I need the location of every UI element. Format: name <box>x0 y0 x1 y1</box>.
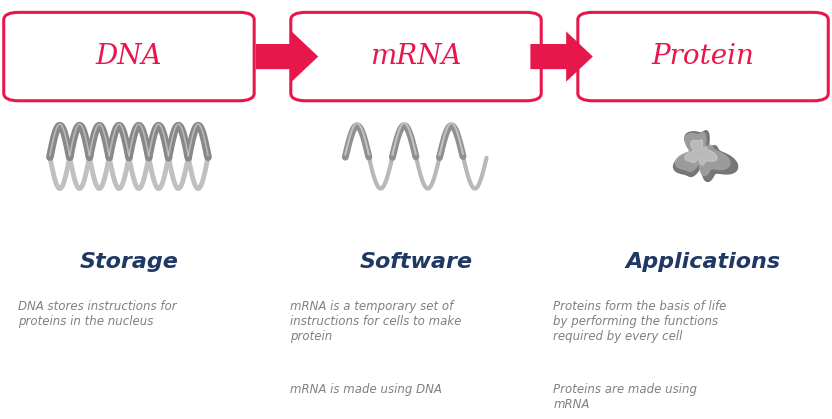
Text: Storage: Storage <box>80 252 178 272</box>
Polygon shape <box>676 133 730 176</box>
Polygon shape <box>685 140 717 165</box>
Text: mRNA is made using DNA: mRNA is made using DNA <box>290 383 442 396</box>
Text: Proteins form the basis of life
by performing the functions
required by every ce: Proteins form the basis of life by perfo… <box>553 300 726 343</box>
Text: Software: Software <box>359 252 473 272</box>
Text: Protein: Protein <box>651 43 755 70</box>
Polygon shape <box>256 31 318 82</box>
Text: mRNA: mRNA <box>370 43 462 70</box>
Text: Applications: Applications <box>626 252 780 272</box>
FancyBboxPatch shape <box>291 13 542 101</box>
Polygon shape <box>674 131 738 181</box>
Text: Proteins are made using
mRNA: Proteins are made using mRNA <box>553 383 697 411</box>
FancyBboxPatch shape <box>577 13 828 101</box>
Text: DNA: DNA <box>96 43 162 70</box>
Text: mRNA is a temporary set of
instructions for cells to make
protein: mRNA is a temporary set of instructions … <box>290 300 461 343</box>
Polygon shape <box>531 31 593 82</box>
Text: DNA stores instructions for
proteins in the nucleus: DNA stores instructions for proteins in … <box>18 300 177 328</box>
FancyBboxPatch shape <box>3 13 255 101</box>
